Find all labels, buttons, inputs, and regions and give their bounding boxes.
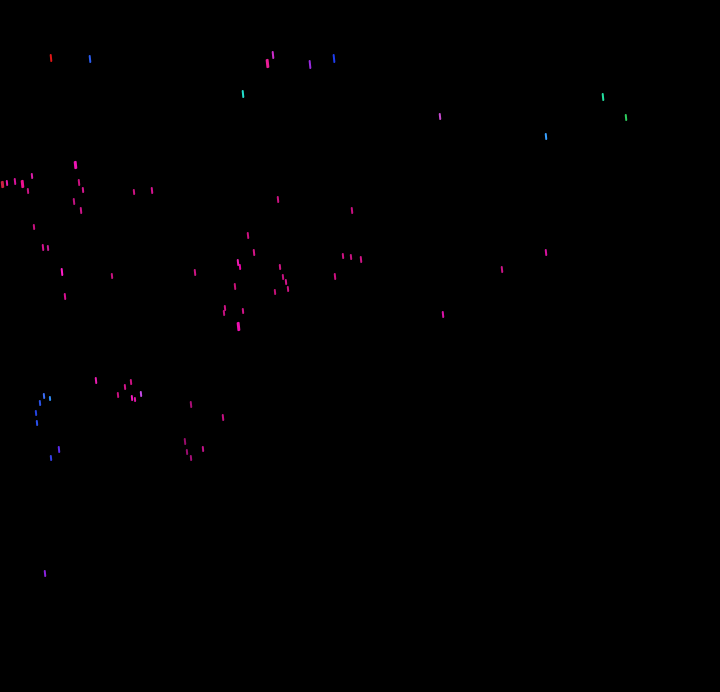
particle-mark: [60, 267, 64, 277]
particle-mark: [238, 263, 242, 271]
particle-mark: [49, 53, 53, 63]
particle-mark: [34, 409, 38, 417]
particle-mark: [189, 400, 193, 409]
particle-mark: [110, 272, 114, 280]
particle-mark: [123, 383, 127, 391]
particle-mark: [601, 92, 605, 102]
particle-mark: [32, 223, 36, 231]
particle-mark: [278, 263, 282, 271]
particle-mark: [73, 160, 78, 170]
particle-mark: [26, 187, 30, 195]
particle-mark: [57, 445, 61, 454]
particle-mark: [349, 253, 353, 261]
particle-mark: [132, 188, 136, 196]
particle-mark: [88, 54, 92, 64]
particle-mark: [286, 285, 290, 293]
particle-mark: [221, 413, 225, 422]
particle-mark: [438, 112, 442, 121]
particle-mark: [276, 195, 280, 204]
particle-mark: [233, 282, 237, 291]
particle-mark: [284, 278, 288, 286]
particle-mark: [265, 58, 270, 69]
particle-mark: [79, 206, 83, 215]
particle-mark: [241, 307, 245, 315]
particle-mark: [185, 448, 189, 456]
particle-mark: [129, 378, 133, 386]
particle-mark: [359, 255, 363, 264]
particle-mark: [5, 179, 9, 187]
particle-mark: [308, 59, 312, 70]
particle-mark: [241, 89, 245, 99]
particle-mark: [35, 419, 39, 427]
particle-mark: [139, 390, 143, 398]
particle-mark: [500, 265, 504, 274]
particle-mark: [544, 248, 548, 257]
particle-mark: [116, 391, 120, 399]
particle-mark: [81, 186, 85, 194]
particle-mark: [544, 132, 548, 141]
particle-mark: [38, 399, 42, 407]
particle-mark: [72, 197, 76, 206]
particle-mark: [624, 113, 628, 122]
particle-mark: [341, 252, 345, 260]
particle-mark: [236, 321, 241, 332]
particle-mark: [94, 376, 98, 385]
particle-mark: [43, 569, 47, 578]
particle-mark: [332, 53, 336, 64]
particle-mark: [41, 243, 45, 252]
particle-mark: [150, 186, 154, 195]
particle-mark: [30, 172, 34, 180]
particle-mark: [63, 292, 67, 301]
particle-mark: [42, 392, 46, 400]
particle-mark: [183, 437, 187, 446]
particle-mark: [333, 272, 337, 281]
particle-mark: [193, 268, 197, 277]
particle-mark: [273, 288, 277, 296]
particle-mark: [20, 179, 25, 189]
particle-mark: [246, 231, 250, 240]
particle-mark: [48, 395, 52, 402]
particle-mark: [46, 244, 50, 252]
particle-mark: [252, 248, 256, 257]
particle-mark: [189, 454, 193, 462]
particle-mark: [13, 177, 17, 186]
particle-mark: [133, 396, 137, 403]
particle-mark: [350, 206, 354, 215]
particle-mark: [441, 310, 445, 319]
particle-mark: [77, 178, 81, 187]
particle-mark: [0, 180, 5, 189]
particle-mark: [201, 445, 205, 453]
particle-mark: [49, 454, 53, 462]
particle-mark: [271, 50, 275, 60]
